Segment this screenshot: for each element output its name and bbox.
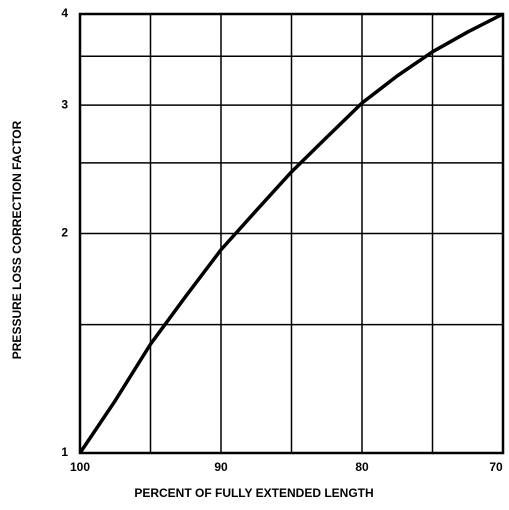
plot-frame	[78, 12, 505, 455]
x-axis-label: PERCENT OF FULLY EXTENDED LENGTH	[134, 486, 373, 500]
y-tick-label: 4	[61, 6, 68, 20]
y-tick-label: 1	[61, 445, 68, 459]
x-tick-label: 100	[70, 460, 90, 474]
x-tick-label: 70	[489, 460, 503, 474]
curve	[78, 12, 504, 454]
y-tick-label: 2	[61, 226, 68, 240]
x-tick-label: 80	[355, 460, 369, 474]
x-tick-label: 90	[214, 460, 228, 474]
y-tick-label: 3	[61, 97, 68, 111]
y-axis-label: PRESSURE LOSS CORRECTION FACTOR	[10, 120, 24, 359]
